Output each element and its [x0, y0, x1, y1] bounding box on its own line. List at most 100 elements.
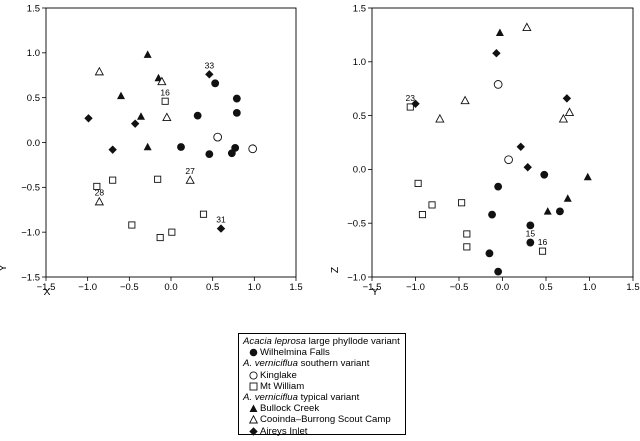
data-point — [562, 94, 572, 103]
x-axis-label: X — [43, 286, 50, 298]
data-point — [94, 196, 104, 206]
x-tick-label: −0.5 — [450, 282, 469, 293]
data-point — [143, 50, 152, 58]
data-point — [406, 103, 414, 111]
legend-item-mt-william: Mt William — [243, 381, 401, 392]
data-point — [94, 66, 104, 76]
legend: Acacia leprosa large phyllode variant Wi… — [238, 333, 406, 437]
x-tick-label: 1.5 — [289, 282, 302, 293]
data-point — [231, 143, 240, 152]
legend-item-bullock-creek: Bullock Creek — [243, 403, 401, 414]
data-point — [177, 143, 185, 151]
x-tick-label: 0.5 — [206, 282, 219, 293]
y-tick-label: −0.5 — [21, 183, 40, 194]
data-point — [162, 112, 172, 122]
x-tick-label: 0.5 — [539, 282, 552, 293]
y-axis-label: Y — [0, 264, 9, 271]
data-point — [128, 221, 136, 229]
series-mt-william — [93, 97, 208, 242]
y-axis-label: Z — [329, 266, 341, 273]
scatter-panel-2: −1.5 −1.0 −0.5 0.0 0.5 1.0 1.5−1.0−0.50.00.51.… — [329, 3, 640, 298]
x-tick-label: 0.0 — [164, 282, 177, 293]
data-point — [538, 247, 547, 255]
data-point — [143, 142, 152, 151]
filled-diamond-marker-icon — [243, 426, 260, 436]
data-point — [213, 132, 223, 142]
filled-circle-marker-icon — [243, 348, 260, 357]
data-point — [583, 172, 592, 181]
data-point — [458, 199, 466, 207]
data-point — [495, 28, 504, 37]
y-tick-label: 1.0 — [353, 57, 366, 68]
x-tick-label: 1.0 — [248, 282, 261, 293]
series-kinglake — [493, 80, 513, 165]
y-tick-label: 0.0 — [353, 165, 366, 176]
data-point — [523, 163, 532, 172]
series-kinglake — [213, 132, 258, 154]
data-point — [232, 109, 241, 117]
data-point — [435, 113, 445, 123]
data-point — [93, 182, 101, 190]
data-point — [543, 207, 552, 215]
legend-group-title-3: A. verniciflua typical variant — [243, 391, 360, 403]
data-point — [156, 233, 164, 242]
data-point — [411, 99, 420, 108]
point-annotation: 28 — [95, 188, 105, 198]
data-point — [558, 113, 569, 123]
legend-item-wilhelmina-falls: Wilhelmina Falls — [243, 347, 401, 358]
x-axis-label: Y — [371, 286, 378, 298]
series-bullock-creek — [495, 28, 592, 215]
point-annotation: 16 — [160, 87, 170, 97]
data-point — [154, 175, 162, 183]
data-point — [488, 210, 496, 219]
data-point — [494, 267, 503, 276]
point-annotation: 16 — [538, 237, 548, 247]
filled-triangle-marker-icon — [243, 404, 260, 413]
data-point — [414, 179, 422, 187]
data-point — [540, 170, 549, 179]
series-cooinda-burrong-scout-camp — [435, 22, 575, 123]
x-tick-label: −0.5 — [120, 282, 139, 293]
x-tick-label: 1.5 — [626, 282, 639, 293]
open-triangle-marker-icon — [243, 415, 260, 424]
x-tick-label: −1.5 — [37, 282, 56, 293]
legend-group-title-2: A. verniciflua southern variant — [243, 358, 370, 370]
data-point — [211, 79, 220, 88]
legend-item-cooinda-burrong: Cooinda–Burrong Scout Camp — [243, 414, 401, 425]
plot-frame — [45, 7, 297, 278]
data-point — [460, 95, 470, 105]
data-point — [526, 221, 535, 230]
data-point — [492, 48, 501, 58]
data-point — [185, 175, 195, 184]
data-point — [556, 207, 564, 216]
series-cooinda-burrong-scout-camp — [94, 66, 195, 206]
open-circle-marker-icon — [243, 371, 260, 380]
point-annotation: 31 — [216, 215, 226, 225]
data-point — [117, 91, 125, 100]
series-wilhelmina-falls — [485, 170, 564, 276]
legend-item-aireys-inlet: Aireys Inlet — [243, 426, 401, 437]
y-tick-label: 0.5 — [353, 111, 366, 122]
y-tick-label: 0.0 — [27, 138, 40, 149]
point-annotation: 23 — [406, 93, 416, 103]
y-tick-label: −1.5 — [21, 272, 40, 283]
y-tick-label: −1.0 — [21, 227, 40, 238]
y-tick-label: 0.5 — [27, 93, 40, 104]
open-square-marker-icon — [243, 382, 260, 391]
data-point — [428, 201, 436, 209]
series-aireys-inlet — [84, 70, 226, 233]
data-point — [418, 211, 427, 219]
data-point — [493, 80, 503, 89]
series-mt-william — [406, 103, 547, 255]
data-point — [522, 22, 532, 32]
x-tick-label: 0.0 — [496, 282, 509, 293]
y-tick-label: 1.0 — [27, 48, 40, 59]
x-tick-label: −1.0 — [406, 282, 425, 293]
data-point — [526, 238, 535, 247]
data-point — [564, 107, 575, 117]
data-point — [168, 228, 176, 236]
data-point — [130, 119, 140, 128]
data-point — [137, 112, 145, 120]
data-point — [232, 94, 241, 103]
